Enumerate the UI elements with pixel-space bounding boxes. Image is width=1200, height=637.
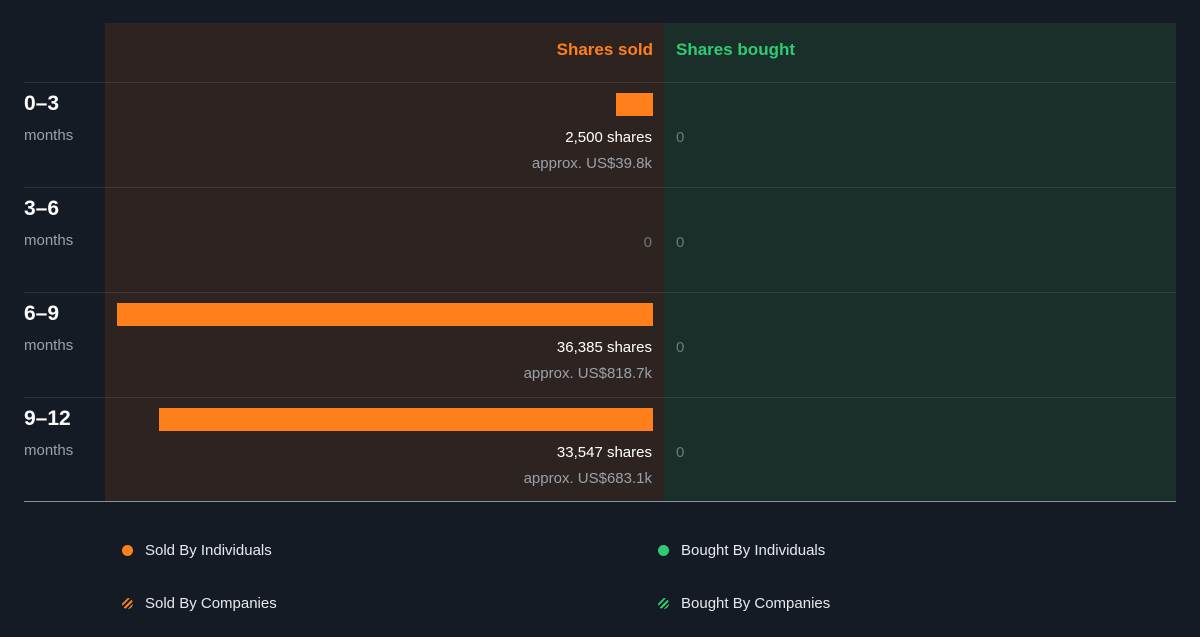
row-divider xyxy=(24,292,1176,293)
period-unit: months xyxy=(24,442,74,459)
shares-sold-header: Shares sold xyxy=(556,40,653,59)
legend-item: Bought By Individuals xyxy=(658,542,825,559)
row-divider xyxy=(24,82,1176,83)
period-label: 6–9 xyxy=(24,302,60,325)
bought-value-label: 0 xyxy=(676,444,685,461)
legend-dot-icon xyxy=(658,545,669,556)
sold-bar xyxy=(159,408,653,431)
legend-dot-icon xyxy=(122,545,133,556)
sold-zero-label: 0 xyxy=(643,234,652,251)
bought-panel xyxy=(664,23,1176,501)
sold-shares-label: 33,547 shares xyxy=(556,444,652,461)
legend-item: Sold By Companies xyxy=(122,595,277,612)
sold-shares-label: 36,385 shares xyxy=(556,339,652,356)
sold-bar xyxy=(616,93,653,116)
period-label: 3–6 xyxy=(24,197,60,220)
period-row: 9–12 months 33,547 shares approx. US$683.1k… xyxy=(0,397,1200,502)
sold-value-label: approx. US$39.8k xyxy=(531,155,652,172)
legend-hatched-icon xyxy=(658,598,669,609)
period-label: 9–12 xyxy=(24,407,71,430)
legend-hatched-icon xyxy=(122,598,133,609)
legend-item: Sold By Individuals xyxy=(122,542,272,559)
period-unit: months xyxy=(24,232,74,249)
sold-shares-label: 2,500 shares xyxy=(565,129,652,146)
legend-item: Bought By Companies xyxy=(658,595,830,612)
shares-bought-header: Shares bought xyxy=(676,40,796,59)
sold-value-label: approx. US$683.1k xyxy=(523,470,652,487)
chart-baseline xyxy=(24,501,1176,502)
sold-bar xyxy=(117,303,653,326)
period-unit: months xyxy=(24,337,74,354)
period-label: 0–3 xyxy=(24,92,60,115)
period-row: 3–6 months 0 0 xyxy=(0,187,1200,292)
row-divider xyxy=(24,187,1176,188)
legend-label: Bought By Companies xyxy=(681,595,831,612)
sold-value-label: approx. US$818.7k xyxy=(523,365,652,382)
row-divider xyxy=(24,397,1176,398)
legend-label: Sold By Individuals xyxy=(145,542,272,559)
period-row: 6–9 months 36,385 shares approx. US$818.7k 0 xyxy=(0,292,1200,397)
insider-trading-chart: Shares sold Shares bought 0–3 months 2,500… xyxy=(0,23,1200,502)
legend-label: Sold By Companies xyxy=(145,595,277,612)
bought-value-label: 0 xyxy=(676,129,685,146)
legend-label: Bought By Individuals xyxy=(681,542,826,559)
period-row: 0–3 months 2,500 shares approx. US$39.8k 0 xyxy=(0,82,1200,187)
period-unit: months xyxy=(24,127,74,144)
bought-value-label: 0 xyxy=(676,234,685,251)
bought-value-label: 0 xyxy=(676,339,685,356)
